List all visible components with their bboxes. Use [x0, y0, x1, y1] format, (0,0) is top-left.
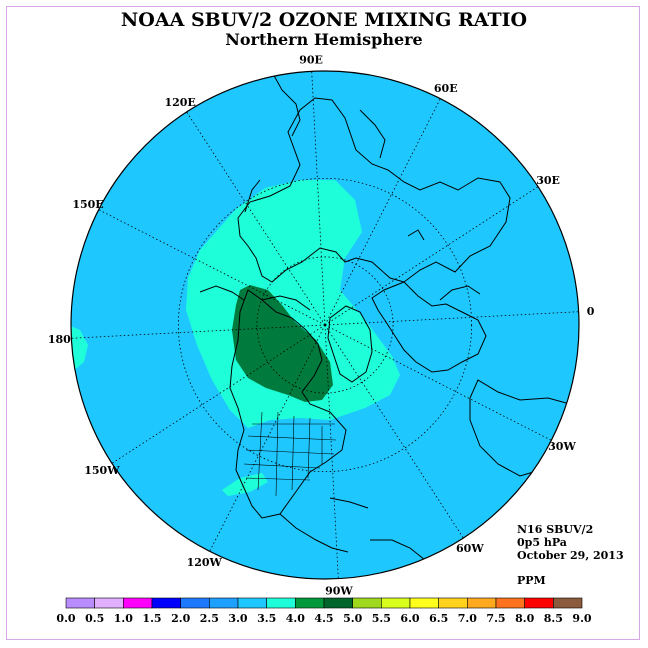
ozone-field-3-5-to-4-0-patch — [222, 473, 268, 496]
longitude-label: 60E — [434, 82, 458, 95]
colorbar-swatch — [409, 597, 439, 609]
longitude-label: 30W — [548, 440, 576, 453]
latitude-circle — [256, 256, 394, 394]
colorbar-tick-label: 1.5 — [142, 612, 161, 625]
longitude-label: 30E — [536, 174, 560, 187]
map-disk-border — [70, 70, 580, 580]
colorbar-swatch — [123, 597, 153, 609]
longitude-label: 120W — [187, 556, 223, 569]
colorbar-swatch — [237, 597, 267, 609]
colorbar-swatch — [180, 597, 210, 609]
longitude-labels: 0 30E 60E 90E 120E 150E 180 150W 120W 90W 60W 30W — [48, 53, 595, 597]
colorbar-tick-label: 3.0 — [228, 612, 247, 625]
map-title: NOAA SBUV/2 OZONE MIXING RATIO — [120, 9, 528, 31]
longitude-label: 90E — [299, 53, 323, 66]
colorbar-tick-label: 7.5 — [486, 612, 505, 625]
colorbar-tick-label: 5.5 — [372, 612, 391, 625]
ozone-field-3-5-to-4-0 — [186, 180, 400, 428]
longitude-label: 60W — [456, 542, 484, 555]
ozone-field-4-5-to-5-0 — [232, 285, 333, 402]
colorbar-swatch — [495, 597, 525, 609]
level-label: 0p5 hPa — [517, 536, 567, 549]
longitude-label: 0 — [587, 305, 595, 318]
colorbar-swatch — [553, 597, 583, 609]
longitude-label: 150W — [84, 464, 120, 477]
colorbar-swatch — [295, 597, 325, 609]
units-label: PPM — [517, 574, 546, 587]
colorbar-tick-label: 1.0 — [114, 612, 133, 625]
longitude-label: 150E — [72, 198, 103, 211]
colorbar-tick-label: 8.5 — [544, 612, 563, 625]
instrument-label: N16 SBUV/2 — [517, 523, 594, 536]
colorbar-tick-label: 8.0 — [515, 612, 534, 625]
colorbar-swatch — [151, 597, 181, 609]
colorbar-swatch — [438, 597, 468, 609]
colorbar-tick-label: 5.0 — [343, 612, 362, 625]
colorbar-swatch — [266, 597, 296, 609]
colorbar-tick-label: 3.5 — [257, 612, 276, 625]
longitude-label: 180 — [48, 333, 71, 346]
colorbar-swatch — [524, 597, 554, 609]
colorbar-swatch — [323, 597, 353, 609]
longitude-label: 90W — [325, 585, 353, 598]
colorbar-swatch — [352, 597, 382, 609]
colorbar: 0.0 0.5 1.0 1.5 2.0 2.5 3.0 3.5 4.0 4.5 5.0 5.5 6.0 6… — [56, 597, 592, 625]
colorbar-swatch — [467, 597, 497, 609]
longitude-label: 120E — [164, 96, 195, 109]
colorbar-tick-label: 9.0 — [572, 612, 591, 625]
colorbar-tick-label: 0.5 — [85, 612, 104, 625]
colorbar-swatch — [381, 597, 411, 609]
colorbar-swatch — [94, 597, 124, 609]
colorbar-tick-label: 4.0 — [286, 612, 305, 625]
colorbar-tick-label: 6.5 — [429, 612, 448, 625]
state-boundaries — [243, 411, 337, 497]
colorbar-tick-label: 6.0 — [400, 612, 419, 625]
colorbar-tick-label: 7.0 — [458, 612, 477, 625]
latitude-circles — [177, 177, 473, 473]
map-subtitle: Northern Hemisphere — [225, 30, 423, 49]
latitude-circle — [177, 177, 473, 473]
figure-frame — [6, 6, 640, 640]
colorbar-tick-label: 4.5 — [314, 612, 333, 625]
colorbar-tick-label: 2.0 — [171, 612, 190, 625]
colorbar-tick-label: 2.5 — [200, 612, 219, 625]
colorbar-swatch — [209, 597, 239, 609]
colorbar-swatch — [65, 597, 95, 609]
colorbar-tick-label: 0.0 — [56, 612, 75, 625]
date-label: October 29, 2013 — [517, 549, 624, 562]
